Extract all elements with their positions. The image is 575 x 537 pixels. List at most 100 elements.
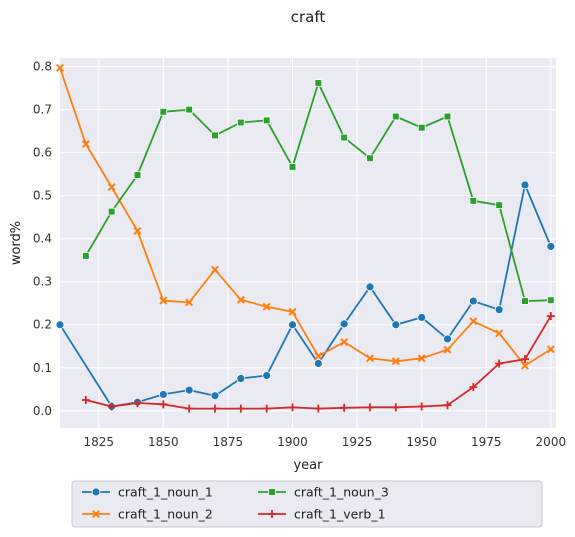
x-tick-label: 1850 [148, 435, 179, 449]
data-point [159, 400, 168, 409]
data-point [417, 354, 426, 363]
data-point [81, 140, 90, 149]
data-point [521, 355, 529, 364]
legend-marker [91, 487, 101, 497]
data-point [288, 403, 297, 412]
chart-title: craft [291, 8, 326, 26]
data-point [443, 401, 452, 410]
x-tick-label: 2000 [536, 435, 567, 449]
tick-labels: 1825 1850 1875 1900 1925 1950 1975 2000 0.0 0.1 0.… [33, 60, 566, 449]
data-point [546, 312, 555, 321]
data-point [521, 297, 529, 305]
y-tick-label: 0.2 [33, 318, 52, 332]
data-point [392, 112, 400, 121]
data-point [288, 163, 297, 171]
data-point [288, 307, 297, 316]
data-point [391, 357, 400, 366]
y-tick-label: 0.4 [33, 232, 52, 246]
legend-label: craft_1_noun_1 [118, 485, 213, 500]
data-point [340, 403, 349, 412]
data-point [82, 252, 90, 260]
x-axis-label: year [293, 458, 323, 473]
data-point [55, 63, 65, 72]
data-point [469, 197, 478, 205]
data-point [237, 118, 245, 127]
y-tick-label: 0.7 [33, 103, 52, 117]
y-axis-label: word% [9, 221, 24, 265]
data-point [107, 183, 116, 192]
data-point [107, 207, 116, 216]
data-point [365, 354, 375, 363]
data-point [159, 296, 168, 305]
x-tick-label: 1975 [471, 435, 502, 449]
data-point [236, 295, 245, 304]
data-point [520, 361, 530, 370]
data-point [495, 329, 504, 338]
legend-label: craft_1_verb_1 [294, 507, 386, 522]
data-point [547, 296, 555, 305]
data-point [443, 345, 452, 354]
data-point [314, 79, 323, 87]
data-point [546, 345, 555, 354]
y-tick-label: 0.6 [33, 146, 52, 160]
legend-marker [268, 488, 276, 496]
data-point [366, 403, 374, 412]
data-point [313, 359, 323, 368]
data-point [339, 319, 349, 329]
data-point [236, 404, 245, 413]
legend-item-craft_1_noun_2: craft_1_noun_2 [82, 507, 213, 522]
data-point [210, 265, 220, 274]
legend-marker [268, 510, 276, 518]
data-point [185, 105, 193, 114]
x-tick-label: 1950 [406, 435, 437, 449]
data-point [495, 359, 504, 368]
data-point [468, 296, 478, 306]
grid-lines [60, 58, 556, 428]
x-tick-label: 1875 [213, 435, 244, 449]
data-point [314, 352, 323, 361]
data-point [469, 317, 478, 326]
data-point [262, 302, 271, 311]
data-point [107, 402, 116, 411]
data-point [185, 404, 194, 413]
legend-box [71, 480, 543, 528]
data-point [133, 171, 142, 179]
data-point [185, 298, 194, 307]
data-point [520, 180, 530, 190]
y-tick-label: 0.0 [33, 404, 52, 418]
series-layer [55, 63, 556, 413]
data-point [443, 334, 452, 344]
data-point [262, 116, 271, 125]
y-tick-label: 0.3 [33, 275, 52, 289]
data-point [159, 107, 168, 116]
data-point [55, 320, 65, 330]
legend: craft_1_noun_1 craft_1_noun_2 craft_1_noun… [71, 480, 543, 528]
legend-label: craft_1_noun_3 [294, 485, 389, 500]
y-tick-label: 0.8 [33, 60, 52, 74]
data-point [184, 385, 194, 395]
data-point [340, 133, 348, 142]
x-tick-label: 1825 [83, 435, 114, 449]
series-craft_1_noun_3 [82, 79, 555, 305]
series-craft_1_noun_1 [55, 180, 556, 411]
y-tick-label: 0.1 [33, 361, 52, 375]
series-line-1 [59, 67, 552, 367]
data-point [417, 402, 426, 411]
data-point [366, 154, 374, 163]
data-point [81, 396, 90, 405]
data-point [494, 305, 504, 315]
data-point [469, 383, 478, 392]
data-point [417, 313, 427, 322]
series-craft_1_noun_2 [55, 63, 555, 370]
data-point [365, 282, 375, 292]
data-point [211, 404, 219, 413]
data-point [133, 226, 142, 235]
data-point [158, 390, 168, 399]
data-point [391, 320, 401, 330]
data-point [210, 391, 220, 401]
data-point [495, 201, 503, 209]
data-point [133, 399, 142, 408]
data-point [211, 131, 219, 140]
data-point [340, 337, 349, 346]
